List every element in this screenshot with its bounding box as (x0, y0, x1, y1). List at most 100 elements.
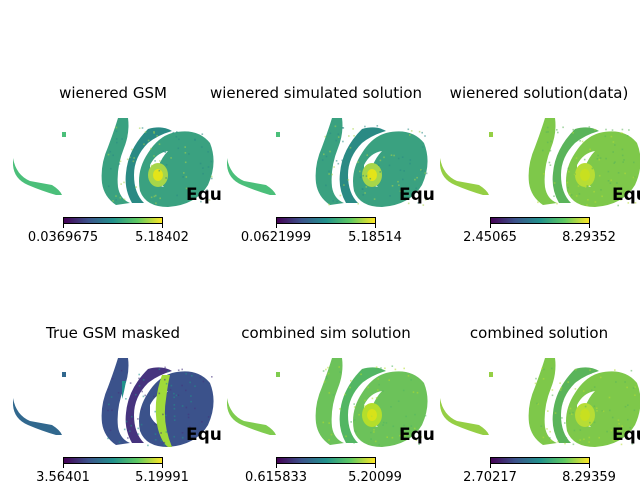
panel-title: wienered GSM (59, 84, 167, 102)
map-texture (156, 135, 158, 137)
map-texture (172, 131, 175, 134)
map-texture (618, 429, 621, 432)
map-texture (608, 396, 611, 399)
map-texture (561, 400, 564, 402)
map-gap (150, 391, 168, 427)
map-texture (138, 127, 141, 129)
map-texture (407, 128, 410, 131)
colorbar (490, 217, 590, 224)
map-texture (131, 178, 134, 181)
map-texture (626, 193, 629, 195)
map-texture (575, 157, 578, 159)
map-texture (614, 436, 617, 439)
map-texture (194, 139, 196, 141)
map-texture (589, 421, 591, 424)
map-texture (373, 428, 375, 431)
map-texture (165, 177, 167, 179)
map-texture (627, 404, 629, 406)
map-texture (591, 389, 593, 392)
map-texture (566, 148, 568, 151)
map-texture (345, 407, 348, 409)
map-texture (158, 169, 161, 172)
panel-title: combined sim solution (241, 324, 411, 342)
map-texture (194, 407, 196, 410)
map-texture (117, 392, 120, 394)
map-texture (325, 155, 328, 158)
map-texture (389, 195, 391, 197)
map-texture (384, 367, 386, 370)
map-texture (612, 151, 614, 153)
map-texture (569, 407, 572, 410)
map-texture (549, 437, 551, 439)
map-texture (345, 402, 348, 405)
map-texture (394, 368, 397, 371)
map-texture (154, 423, 156, 426)
map-texture (185, 406, 188, 409)
map-texture (599, 376, 602, 379)
map-texture (155, 202, 157, 204)
map-texture (333, 166, 335, 168)
map-texture (391, 436, 394, 439)
map-texture (360, 373, 362, 376)
map-texture (109, 429, 112, 432)
map-texture (414, 178, 416, 181)
map-texture (158, 130, 160, 132)
map-texture (572, 132, 574, 134)
colorbar-max-label: 5.20099 (348, 470, 402, 485)
map-texture (570, 413, 573, 415)
map-texture (551, 367, 553, 370)
map-texture (537, 201, 539, 204)
map-texture (211, 177, 213, 180)
map-core (153, 169, 163, 181)
map-texture (409, 162, 411, 165)
map-texture (362, 188, 364, 190)
map-texture (416, 391, 419, 394)
map-texture (609, 409, 611, 412)
map-texture (343, 184, 345, 186)
map-texture (542, 436, 545, 439)
map-texture (147, 444, 149, 447)
map-texture (598, 436, 600, 439)
map-texture (194, 192, 196, 195)
map-texture (557, 426, 559, 429)
map-texture (107, 409, 109, 412)
map-texture (129, 414, 132, 416)
map-texture (424, 198, 427, 201)
map-texture (600, 189, 602, 191)
map-texture (165, 382, 168, 385)
map-texture (373, 431, 375, 433)
projection-label: Equ (186, 425, 222, 445)
map-texture (325, 376, 328, 378)
map-texture (173, 419, 176, 421)
map-texture (628, 129, 630, 131)
map-texture (327, 372, 330, 375)
map-texture (120, 369, 123, 372)
map-texture (623, 159, 625, 161)
map-texture (556, 202, 558, 205)
map-texture (353, 419, 356, 421)
map-band (125, 127, 172, 203)
map-texture (377, 164, 380, 166)
map-texture (153, 131, 155, 133)
map-texture (165, 414, 167, 417)
map-texture (136, 153, 138, 155)
map-texture (382, 424, 384, 426)
map-texture (185, 176, 188, 178)
colorbar (63, 457, 163, 464)
map-texture (380, 367, 382, 369)
map-texture (112, 200, 114, 202)
map-texture (363, 405, 366, 407)
map-texture (164, 366, 166, 369)
map-texture (373, 198, 376, 200)
map-texture (565, 440, 567, 442)
map-texture (141, 408, 143, 410)
panel-title: combined solution (469, 324, 609, 342)
colorbar (276, 217, 376, 224)
map-texture (570, 194, 573, 196)
map-texture (373, 370, 376, 372)
map-texture (141, 390, 143, 393)
map-texture (547, 410, 549, 412)
map-texture (341, 127, 344, 129)
map-texture (150, 196, 153, 199)
map-texture (154, 433, 157, 435)
